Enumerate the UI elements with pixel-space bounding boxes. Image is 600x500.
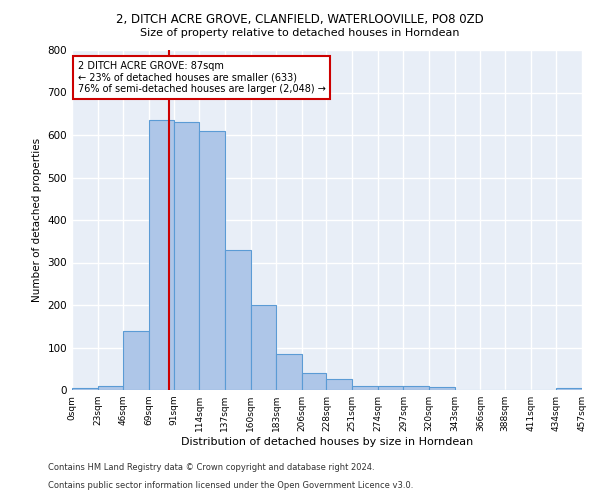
Bar [403, 386, 429, 390]
X-axis label: Distribution of detached houses by size in Horndean: Distribution of detached houses by size … [181, 437, 473, 447]
Text: Contains public sector information licensed under the Open Government Licence v3: Contains public sector information licen… [48, 481, 413, 490]
Bar [251, 305, 276, 390]
Bar [149, 120, 173, 390]
Y-axis label: Number of detached properties: Number of detached properties [32, 138, 42, 302]
Bar [276, 354, 302, 390]
Bar [199, 130, 225, 390]
Bar [326, 380, 352, 390]
Bar [378, 386, 403, 390]
Bar [352, 386, 378, 390]
Text: 2, DITCH ACRE GROVE, CLANFIELD, WATERLOOVILLE, PO8 0ZD: 2, DITCH ACRE GROVE, CLANFIELD, WATERLOO… [116, 12, 484, 26]
Bar [124, 330, 149, 390]
Text: Size of property relative to detached houses in Horndean: Size of property relative to detached ho… [140, 28, 460, 38]
Bar [72, 388, 98, 390]
Text: 2 DITCH ACRE GROVE: 87sqm
← 23% of detached houses are smaller (633)
76% of semi: 2 DITCH ACRE GROVE: 87sqm ← 23% of detac… [77, 60, 325, 94]
Bar [173, 122, 199, 390]
Bar [225, 250, 251, 390]
Text: Contains HM Land Registry data © Crown copyright and database right 2024.: Contains HM Land Registry data © Crown c… [48, 464, 374, 472]
Bar [429, 386, 455, 390]
Bar [556, 388, 582, 390]
Bar [302, 373, 326, 390]
Bar [98, 386, 124, 390]
